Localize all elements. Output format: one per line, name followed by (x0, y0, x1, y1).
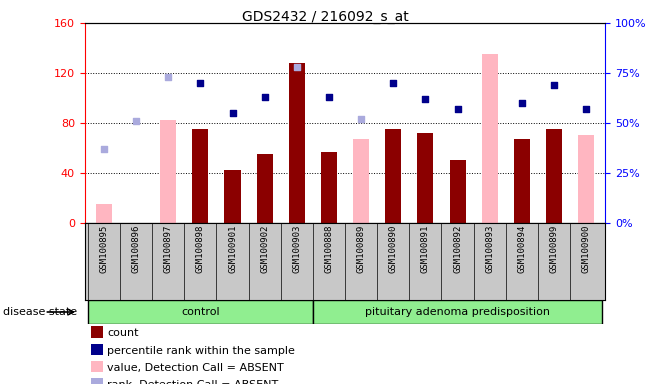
Text: control: control (181, 307, 219, 317)
Point (549, 82, 559, 88)
Text: GDS2432 / 216092_s_at: GDS2432 / 216092_s_at (242, 10, 409, 23)
Text: GSM100889: GSM100889 (357, 224, 366, 273)
Text: GSM100895: GSM100895 (100, 224, 109, 273)
Point (260, 94, 270, 100)
Text: GSM100899: GSM100899 (549, 224, 559, 273)
Point (324, 94, 334, 100)
Text: GSM100892: GSM100892 (453, 224, 462, 273)
Point (163, 74, 173, 80)
Bar (514, 139, 530, 223)
Bar (160, 121, 176, 223)
Bar (256, 154, 273, 223)
Text: pituitary adenoma predisposition: pituitary adenoma predisposition (365, 307, 550, 317)
Point (388, 80, 398, 86)
Text: rank, Detection Call = ABSENT: rank, Detection Call = ABSENT (107, 380, 279, 384)
Point (195, 80, 206, 86)
Bar (353, 139, 369, 223)
Point (452, 106, 463, 112)
Bar (225, 170, 241, 223)
Point (517, 100, 527, 106)
Text: GSM100893: GSM100893 (485, 224, 494, 273)
Text: GSM100891: GSM100891 (421, 224, 430, 273)
Point (420, 96, 430, 102)
Bar (192, 129, 208, 223)
Bar (546, 129, 562, 223)
Text: GSM100903: GSM100903 (292, 224, 301, 273)
Text: GSM100897: GSM100897 (163, 224, 173, 273)
Point (581, 106, 591, 112)
Bar (96, 204, 112, 223)
Bar (313, 300, 602, 324)
Text: value, Detection Call = ABSENT: value, Detection Call = ABSENT (107, 363, 284, 373)
Text: GSM100894: GSM100894 (518, 224, 527, 273)
Text: GSM100890: GSM100890 (389, 224, 398, 273)
Bar (417, 133, 434, 223)
Bar (449, 161, 465, 223)
Point (99, 146, 109, 152)
Text: GSM100902: GSM100902 (260, 224, 269, 273)
Bar (385, 129, 401, 223)
Text: GSM100901: GSM100901 (228, 224, 237, 273)
Text: percentile rank within the sample: percentile rank within the sample (107, 346, 296, 356)
Point (131, 118, 141, 124)
Bar (289, 63, 305, 223)
Text: disease state: disease state (3, 307, 77, 317)
Bar (482, 54, 498, 223)
Bar (578, 136, 594, 223)
Text: GSM100900: GSM100900 (581, 224, 590, 273)
Text: GSM100898: GSM100898 (196, 224, 205, 273)
Point (292, 64, 302, 70)
Point (227, 110, 238, 116)
Text: count: count (107, 328, 139, 338)
Bar (321, 152, 337, 223)
Point (356, 116, 367, 122)
Text: GSM100896: GSM100896 (132, 224, 141, 273)
Text: GSM100888: GSM100888 (324, 224, 333, 273)
Bar (88, 300, 313, 324)
